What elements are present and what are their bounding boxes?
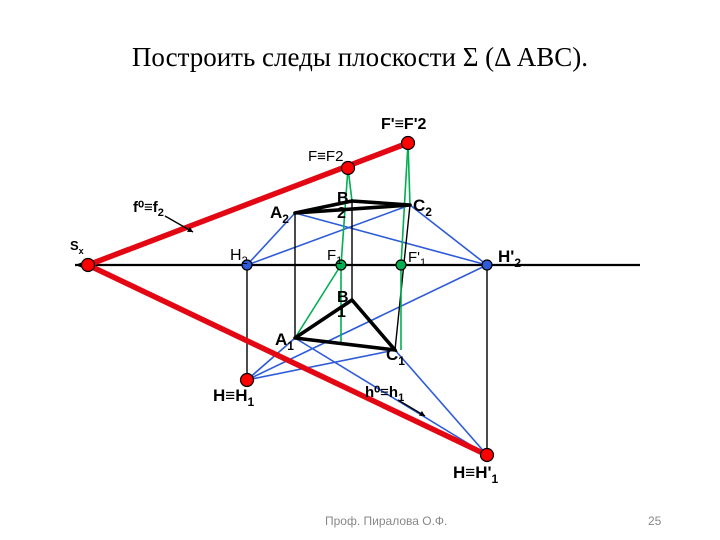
- point-marker: [82, 259, 95, 272]
- point-label: F'≡F'2: [381, 116, 426, 133]
- aux-line-green: [408, 143, 410, 205]
- point-label: B2: [337, 190, 349, 222]
- point-label: f⁰≡f2: [133, 199, 164, 219]
- aux-line-blue: [247, 265, 487, 380]
- footer-author: Проф. Пиралова О.Ф.: [325, 514, 447, 528]
- aux-line-green: [295, 265, 341, 338]
- point-label: C1: [386, 345, 405, 368]
- point-label: H'2: [498, 247, 521, 270]
- point-label: B1: [337, 289, 349, 321]
- point-marker: [402, 137, 415, 150]
- point-label: A2: [270, 203, 289, 226]
- point-label: H≡H1: [213, 386, 254, 409]
- point-marker: [241, 374, 254, 387]
- point-label: A1: [275, 330, 294, 353]
- aux-line-blue: [395, 350, 487, 455]
- aux-line-blue: [295, 213, 487, 265]
- point-label: H≡H'1: [453, 463, 499, 486]
- footer-page-number: 25: [648, 514, 661, 528]
- point-label: Sx: [70, 238, 84, 256]
- diagram-canvas: SxH2F1F'1H'2A2B2C2A1B1C1F≡F2F'≡F'2H≡H1H≡…: [0, 0, 720, 540]
- point-marker: [482, 260, 492, 270]
- point-marker: [396, 260, 406, 270]
- point-label: F≡F2: [308, 148, 343, 165]
- point-marker: [481, 449, 494, 462]
- point-marker: [342, 162, 355, 175]
